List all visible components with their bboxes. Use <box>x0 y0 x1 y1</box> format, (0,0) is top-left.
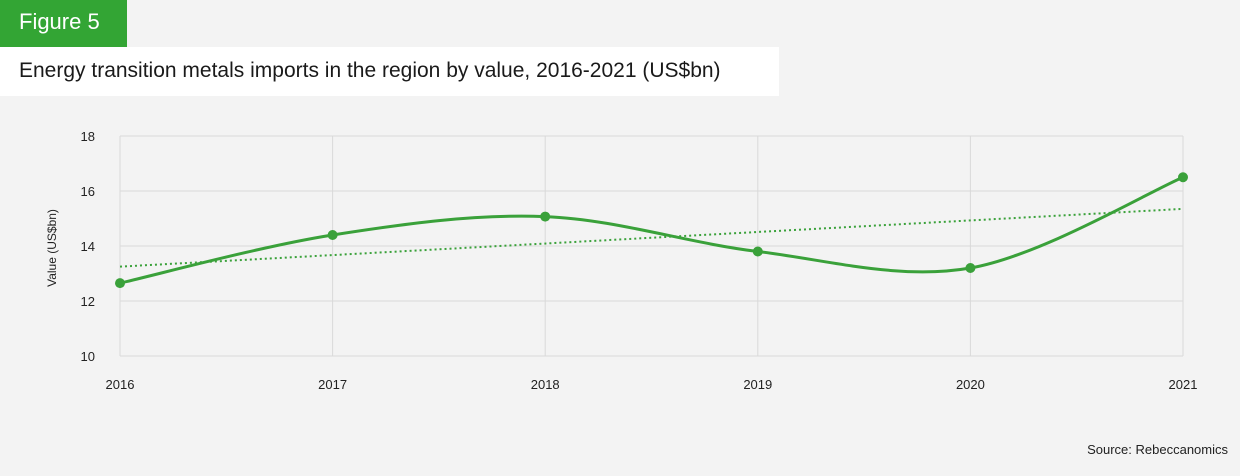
data-points <box>115 172 1188 289</box>
x-tick-label: 2021 <box>1169 377 1198 392</box>
y-tick-label: 14 <box>81 239 95 254</box>
y-tick-label: 18 <box>81 129 95 144</box>
figure-label: Figure 5 <box>0 0 127 47</box>
y-tick-label: 16 <box>81 184 95 199</box>
y-tick-labels: 10 12 14 16 18 <box>81 129 95 364</box>
data-point <box>1178 172 1188 183</box>
data-point <box>752 246 763 257</box>
trendline-layer <box>119 207 1184 268</box>
grid-lines <box>119 135 1184 357</box>
source-note: Source: Rebeccanomics <box>1087 442 1228 457</box>
x-tick-label: 2017 <box>318 377 347 392</box>
trendline <box>119 207 1184 268</box>
x-tick-label: 2019 <box>743 377 772 392</box>
data-point <box>115 278 125 289</box>
y-tick-label: 12 <box>81 294 95 309</box>
y-tick-label: 10 <box>81 349 95 364</box>
data-point <box>540 211 551 222</box>
series-layer <box>119 175 1184 285</box>
series-line <box>119 175 1184 285</box>
y-axis-title: Value (US$bn) <box>45 209 59 287</box>
x-tick-label: 2018 <box>531 377 560 392</box>
x-tick-labels: 2016 2017 2018 2019 2020 2021 <box>106 377 1198 392</box>
data-point <box>327 230 338 240</box>
data-point <box>965 263 976 273</box>
x-tick-label: 2020 <box>956 377 985 392</box>
chart-title: Energy transition metals imports in the … <box>0 47 779 96</box>
x-tick-label: 2016 <box>106 377 135 392</box>
